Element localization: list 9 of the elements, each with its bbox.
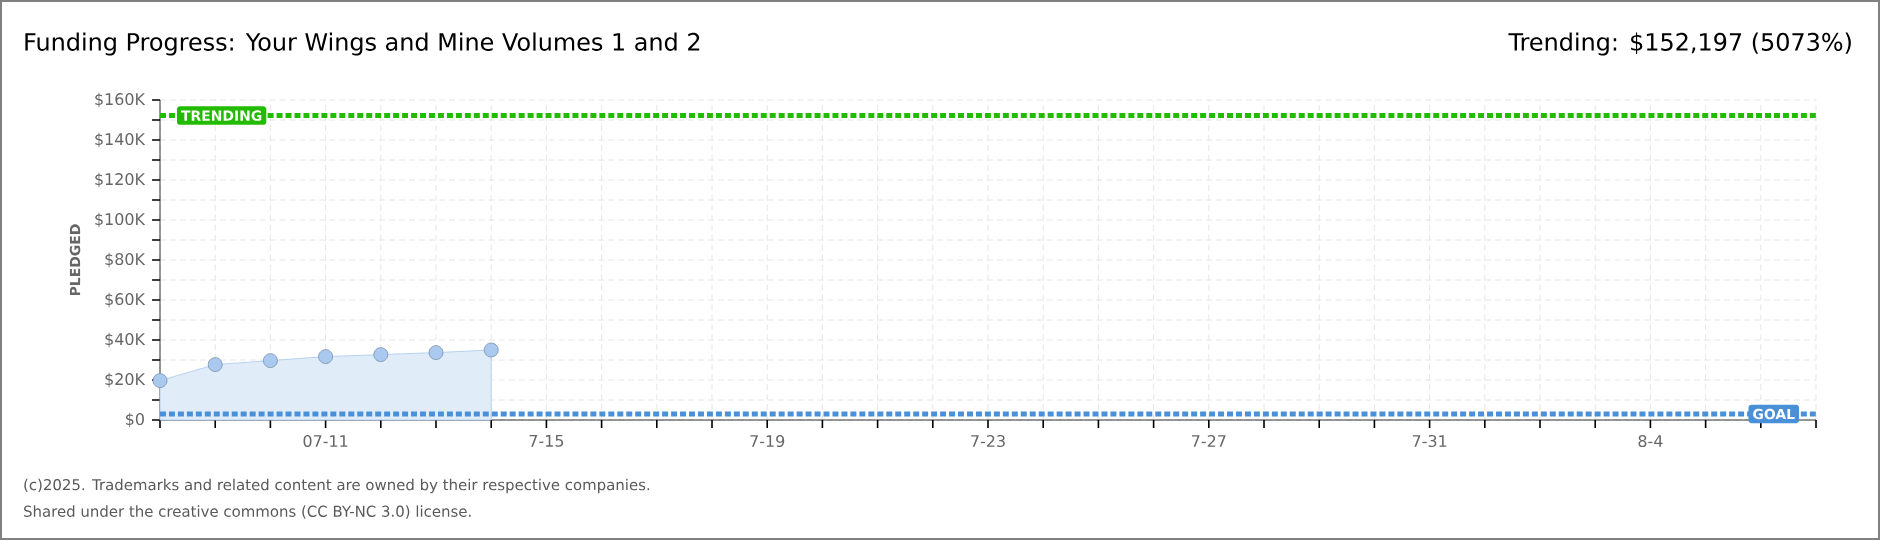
point <box>483 342 499 358</box>
point <box>152 373 168 388</box>
point <box>318 349 333 364</box>
chart-title: Funding Progress: Your Wings and Mine Volumes 1 and 2 <box>25 32 700 56</box>
point <box>263 353 278 368</box>
point <box>207 357 223 372</box>
point <box>373 347 389 362</box>
point <box>428 345 444 360</box>
chart-subtitle: Trending: $152,197 (5073%) <box>1508 32 1851 56</box>
